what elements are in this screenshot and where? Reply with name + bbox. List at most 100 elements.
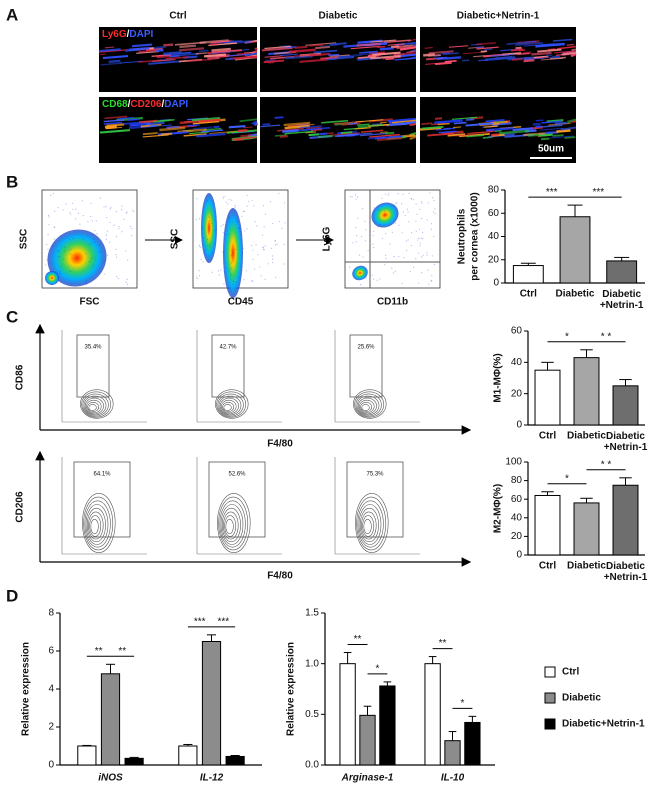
flow-event [99, 251, 101, 253]
tick-label-line: Diabetic [606, 431, 645, 442]
flow-event [115, 253, 117, 256]
flow-event [262, 246, 264, 248]
flow-event [404, 214, 406, 217]
stain [211, 40, 231, 44]
stain [320, 44, 339, 47]
stain [540, 57, 564, 61]
contour [82, 393, 109, 417]
contour [219, 500, 246, 548]
stain [161, 132, 173, 136]
stain [544, 130, 559, 134]
flow-event [391, 267, 393, 269]
flow-event [409, 270, 411, 273]
flow-event [393, 256, 395, 258]
error-bar [520, 262, 536, 266]
stain [539, 127, 564, 131]
stain [478, 59, 488, 62]
flow-event [379, 225, 381, 227]
y-tick-label: 1.0 [305, 658, 319, 669]
y-axis-label: Relative expression [21, 642, 32, 736]
significance-label: * [460, 698, 464, 709]
flow-event [417, 239, 419, 241]
flow-event [206, 239, 208, 241]
stain [305, 42, 337, 46]
stain [424, 47, 433, 49]
flow-event [231, 208, 233, 210]
stain [552, 55, 560, 59]
flow-event [385, 257, 387, 260]
stain [541, 120, 562, 124]
flow-event [230, 254, 233, 257]
bar [464, 721, 481, 766]
stain [103, 121, 123, 125]
flow-event [206, 200, 208, 202]
stain [376, 45, 386, 49]
flow-event [355, 241, 357, 243]
flow-event [46, 259, 48, 261]
flow-event [428, 283, 430, 285]
stain [146, 121, 165, 126]
stain [484, 125, 498, 128]
flow-event [202, 260, 204, 263]
flow-event [77, 212, 80, 214]
stain [434, 61, 452, 66]
flow-event [125, 212, 127, 214]
flow-event [243, 210, 245, 213]
flow-event [349, 266, 351, 268]
flow-event [101, 262, 103, 264]
flow-event [53, 226, 55, 228]
stain [423, 53, 435, 57]
stain [274, 116, 284, 119]
flow-event [267, 263, 270, 265]
contour [88, 404, 97, 411]
flow-event [381, 237, 384, 240]
bar [444, 740, 461, 766]
contour [84, 397, 104, 415]
flow-event [430, 228, 432, 230]
flow-event [263, 226, 265, 228]
flow-event [92, 263, 95, 265]
flow-event [105, 234, 107, 236]
stain [318, 134, 334, 139]
flow-event [264, 245, 266, 247]
stain [227, 53, 249, 57]
stain [546, 119, 564, 123]
stain [564, 136, 576, 139]
stain [203, 53, 227, 58]
significance-label: *** [546, 187, 558, 198]
flow-event [85, 280, 87, 282]
contour [87, 401, 100, 412]
flow-event [201, 216, 203, 219]
scale-bar-label: 50um [538, 144, 564, 155]
flow-event [54, 210, 56, 212]
flow-y-label: Ly6G [322, 226, 333, 251]
flow-event [60, 245, 62, 247]
flow-event [52, 192, 55, 194]
stain [389, 122, 405, 126]
flow-event [387, 194, 389, 196]
stain [237, 129, 248, 133]
stain [491, 133, 500, 136]
flow-event [371, 274, 373, 276]
tick-label-line: +Netrin-1 [604, 442, 648, 453]
gate-percent: 42.7% [219, 345, 237, 351]
flow-event [410, 198, 412, 200]
flow-event [411, 231, 413, 234]
flow-event [373, 230, 375, 232]
flow-event [106, 230, 108, 232]
stain [557, 45, 577, 50]
flow-event [69, 212, 71, 214]
legend-label: Diabetic+Netrin-1 [562, 719, 645, 730]
contour [80, 389, 114, 419]
bar [100, 673, 121, 766]
stain [260, 124, 281, 128]
stain [149, 124, 159, 128]
gate [349, 334, 383, 398]
y-axis-label: Relative expression [286, 642, 297, 736]
flow-event [264, 278, 266, 280]
flow-y-label: SSC [19, 229, 30, 250]
stain [142, 132, 158, 136]
flow-event [48, 216, 50, 218]
stain [485, 119, 505, 123]
flow-event [237, 277, 239, 279]
